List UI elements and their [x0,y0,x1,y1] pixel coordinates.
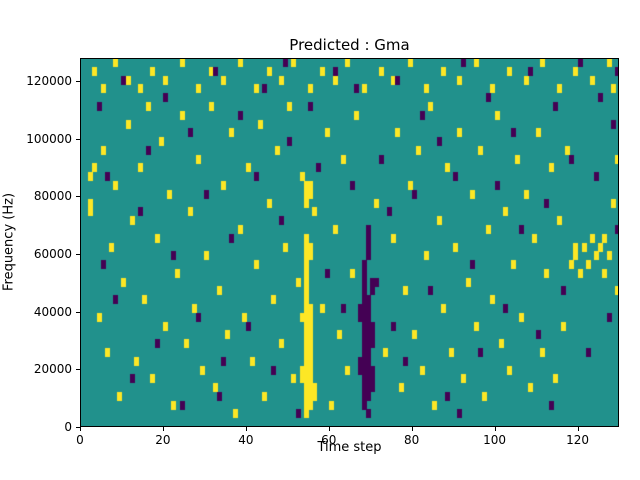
y-tick-label: 40000 [33,304,72,319]
y-tick-mark [76,311,80,313]
y-tick-mark [76,138,80,140]
x-tick-mark [162,427,164,431]
x-tick-label: 40 [238,433,254,447]
x-tick-mark [577,427,579,431]
y-tick-mark [76,81,80,83]
y-tick-label: 100000 [26,131,72,146]
y-axis-label: Frequency (Hz) [1,192,17,292]
y-tick-mark [76,369,80,371]
x-tick-mark [328,427,330,431]
y-tick-mark [76,254,80,256]
y-tick-mark [76,196,80,198]
chart-title: Predicted : Gma [289,36,410,54]
heatmap-canvas [80,58,619,427]
x-tick-label: 120 [566,433,589,447]
y-tick-label: 20000 [33,362,72,377]
y-tick-label: 0 [64,420,72,434]
x-tick-label: 80 [404,433,420,447]
x-tick-mark [494,427,496,431]
y-tick-mark [76,427,80,428]
x-tick-mark [80,427,81,431]
x-tick-label: 20 [155,433,171,447]
x-tick-mark [411,427,413,431]
y-tick-label: 60000 [33,247,72,262]
x-tick-label: 100 [483,433,507,447]
x-axis-label: Time step [317,440,382,455]
y-tick-label: 80000 [33,189,72,204]
x-tick-mark [245,427,247,431]
x-tick-label: 60 [321,433,337,447]
y-tick-label: 120000 [26,74,72,89]
x-tick-label: 0 [76,433,84,447]
